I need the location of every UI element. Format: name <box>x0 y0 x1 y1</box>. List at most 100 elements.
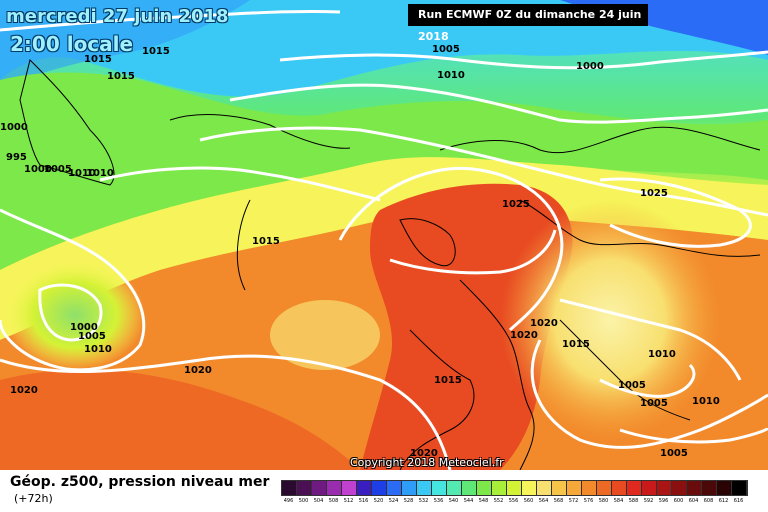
model-run-label: Run ECMWF 0Z du dimanche 24 juin 2018 <box>408 4 648 43</box>
forecast-date: mercredi 27 juin 2018 <box>6 6 229 27</box>
isobar-label: 1005 <box>640 398 668 409</box>
legend-value: 556 <box>508 498 519 504</box>
legend-swatch <box>567 481 582 495</box>
isobar-label: 1010 <box>84 344 112 355</box>
legend-swatch <box>522 481 537 495</box>
legend-value: 552 <box>493 498 504 504</box>
legend-swatch <box>657 481 672 495</box>
legend-value: 616 <box>733 498 744 504</box>
legend-swatch <box>552 481 567 495</box>
legend-swatch <box>627 481 642 495</box>
isobar-label: 1015 <box>434 375 462 386</box>
legend-swatch <box>372 481 387 495</box>
legend-value: 508 <box>328 498 339 504</box>
copyright: Copyright 2018 Meteociel.fr <box>350 456 504 469</box>
legend-value: 584 <box>613 498 624 504</box>
isobar-label: 995 <box>6 152 27 163</box>
legend-value: 540 <box>448 498 459 504</box>
isobar-label: 1015 <box>562 339 590 350</box>
legend-value: 592 <box>643 498 654 504</box>
legend-value: 572 <box>568 498 579 504</box>
coastlines <box>19 59 761 470</box>
isobar-label: 1015 <box>252 236 280 247</box>
isobar-label: 1000 <box>576 61 604 72</box>
color-legend <box>281 480 748 496</box>
legend-value: 604 <box>688 498 699 504</box>
legend-swatch <box>537 481 552 495</box>
legend-value: 512 <box>343 498 354 504</box>
footer-subtitle: (+72h) <box>14 492 53 505</box>
legend-swatch <box>492 481 507 495</box>
legend-swatch <box>327 481 342 495</box>
legend-swatch <box>687 481 702 495</box>
isobar-label: 1000 <box>70 322 98 333</box>
isobar-label: 1010 <box>437 70 465 81</box>
legend-swatch <box>387 481 402 495</box>
isobar-label: 1005 <box>432 44 460 55</box>
forecast-time: 2:00 locale <box>10 32 134 56</box>
legend-value: 516 <box>358 498 369 504</box>
legend-value: 568 <box>553 498 564 504</box>
legend-value: 576 <box>583 498 594 504</box>
legend-value: 532 <box>418 498 429 504</box>
field-teal-nw <box>0 0 250 90</box>
isobar-label: 1020 <box>510 330 538 341</box>
legend-value: 528 <box>403 498 414 504</box>
legend-value: 588 <box>628 498 639 504</box>
legend-value: 500 <box>298 498 309 504</box>
legend-swatch <box>417 481 432 495</box>
legend-swatch <box>612 481 627 495</box>
legend-value: 496 <box>283 498 294 504</box>
legend-swatch <box>477 481 492 495</box>
footer: Géop. z500, pression niveau mer (+72h) 4… <box>0 470 768 512</box>
isobar-label: 1015 <box>107 71 135 82</box>
legend-value: 612 <box>718 498 729 504</box>
isobar-label: 1005 <box>618 380 646 391</box>
isobar-labels: 1015 1015 1015 1005 1010 1000 1000 995 1… <box>0 44 720 459</box>
isobar-label: 1015 <box>142 46 170 57</box>
legend-value: 524 <box>388 498 399 504</box>
isobar-label: 1005 <box>660 448 688 459</box>
isobar-label: 1005 <box>44 164 72 175</box>
isobar-label: 1000 <box>0 122 28 133</box>
legend-value: 564 <box>538 498 549 504</box>
legend-swatch <box>312 481 327 495</box>
footer-title: Géop. z500, pression niveau mer <box>10 474 270 490</box>
isobar-label: 1020 <box>530 318 558 329</box>
field-low-cell-west <box>5 260 145 370</box>
field-red-south <box>0 369 360 470</box>
legend-swatch <box>297 481 312 495</box>
legend-value: 580 <box>598 498 609 504</box>
field-yellow-band <box>0 157 768 340</box>
legend-swatch <box>432 481 447 495</box>
legend-swatch <box>447 481 462 495</box>
legend-swatch <box>732 481 747 495</box>
legend-swatch <box>672 481 687 495</box>
legend-value: 544 <box>463 498 474 504</box>
isobar-label: 1010 <box>692 396 720 407</box>
legend-swatch <box>642 481 657 495</box>
legend-swatch <box>702 481 717 495</box>
legend-swatch <box>402 481 417 495</box>
legend-swatch <box>582 481 597 495</box>
isobar-label: 1010 <box>648 349 676 360</box>
legend-value: 548 <box>478 498 489 504</box>
legend-value: 608 <box>703 498 714 504</box>
isobar-label: 1020 <box>410 448 438 459</box>
legend-swatch <box>507 481 522 495</box>
isobar-label: 1010 <box>68 168 96 179</box>
legend-value: 560 <box>523 498 534 504</box>
legend-value: 600 <box>673 498 684 504</box>
legend-swatch <box>342 481 357 495</box>
isobar-label: 1000 <box>24 164 52 175</box>
isobar-label: 1010 <box>86 168 114 179</box>
geopotential-map: 1015 1015 1015 1005 1010 1000 1000 995 1… <box>0 0 768 470</box>
legend-swatch <box>717 481 732 495</box>
legend-swatch <box>462 481 477 495</box>
isobar-label: 1025 <box>640 188 668 199</box>
legend-value: 504 <box>313 498 324 504</box>
legend-swatch <box>597 481 612 495</box>
isobar-label: 1020 <box>184 365 212 376</box>
isobar-label: 1005 <box>78 331 106 342</box>
legend-value: 536 <box>433 498 444 504</box>
